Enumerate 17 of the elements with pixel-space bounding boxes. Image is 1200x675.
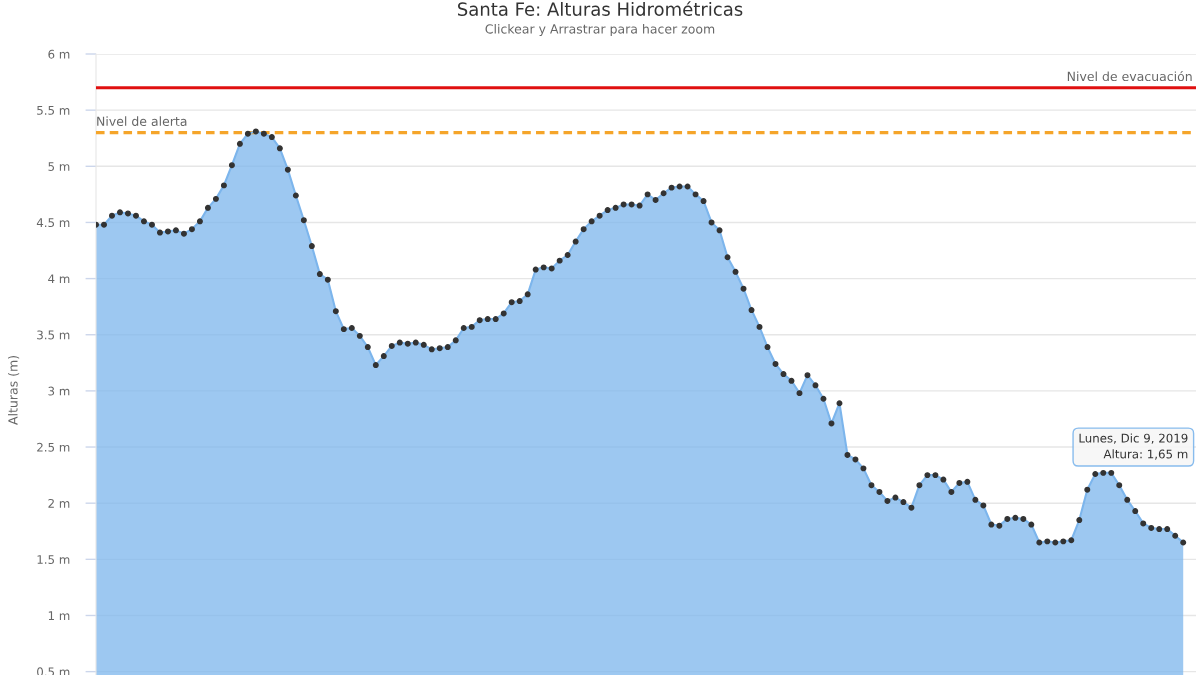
annotation: Lunes, Dic 9, 2019 Altura: 1,65 m: [1079, 433, 1188, 460]
y-tick-label: 2.5 m: [37, 442, 70, 452]
y-tick-label: 5 m: [48, 162, 70, 171]
y-tick-label: 1 m: [48, 611, 70, 620]
y-tick-label: 1.5 m: [37, 555, 70, 564]
y-tick-label: 4.5 m: [36, 218, 70, 228]
y-axis-title: Alturas (m): [8, 356, 20, 425]
y-tick-label: 3 m: [48, 386, 70, 396]
y-tick-label: 6 m: [48, 49, 70, 59]
chart-title: Santa Fe: Alturas Hidrométricas: [457, 1, 743, 16]
ref-line-label: Nivel de alerta: [97, 116, 187, 127]
y-tick-label: 4 m: [48, 274, 70, 284]
y-tick-label: 3.5 m: [37, 330, 70, 340]
chart-subtitle: Clickear y Arrastrar para hacer zoom: [485, 23, 715, 37]
y-tick-label: 5.5 m: [37, 106, 70, 115]
y-tick-label: 2 m: [48, 498, 70, 508]
ref-line-label: Nivel de evacuación: [1067, 70, 1192, 82]
